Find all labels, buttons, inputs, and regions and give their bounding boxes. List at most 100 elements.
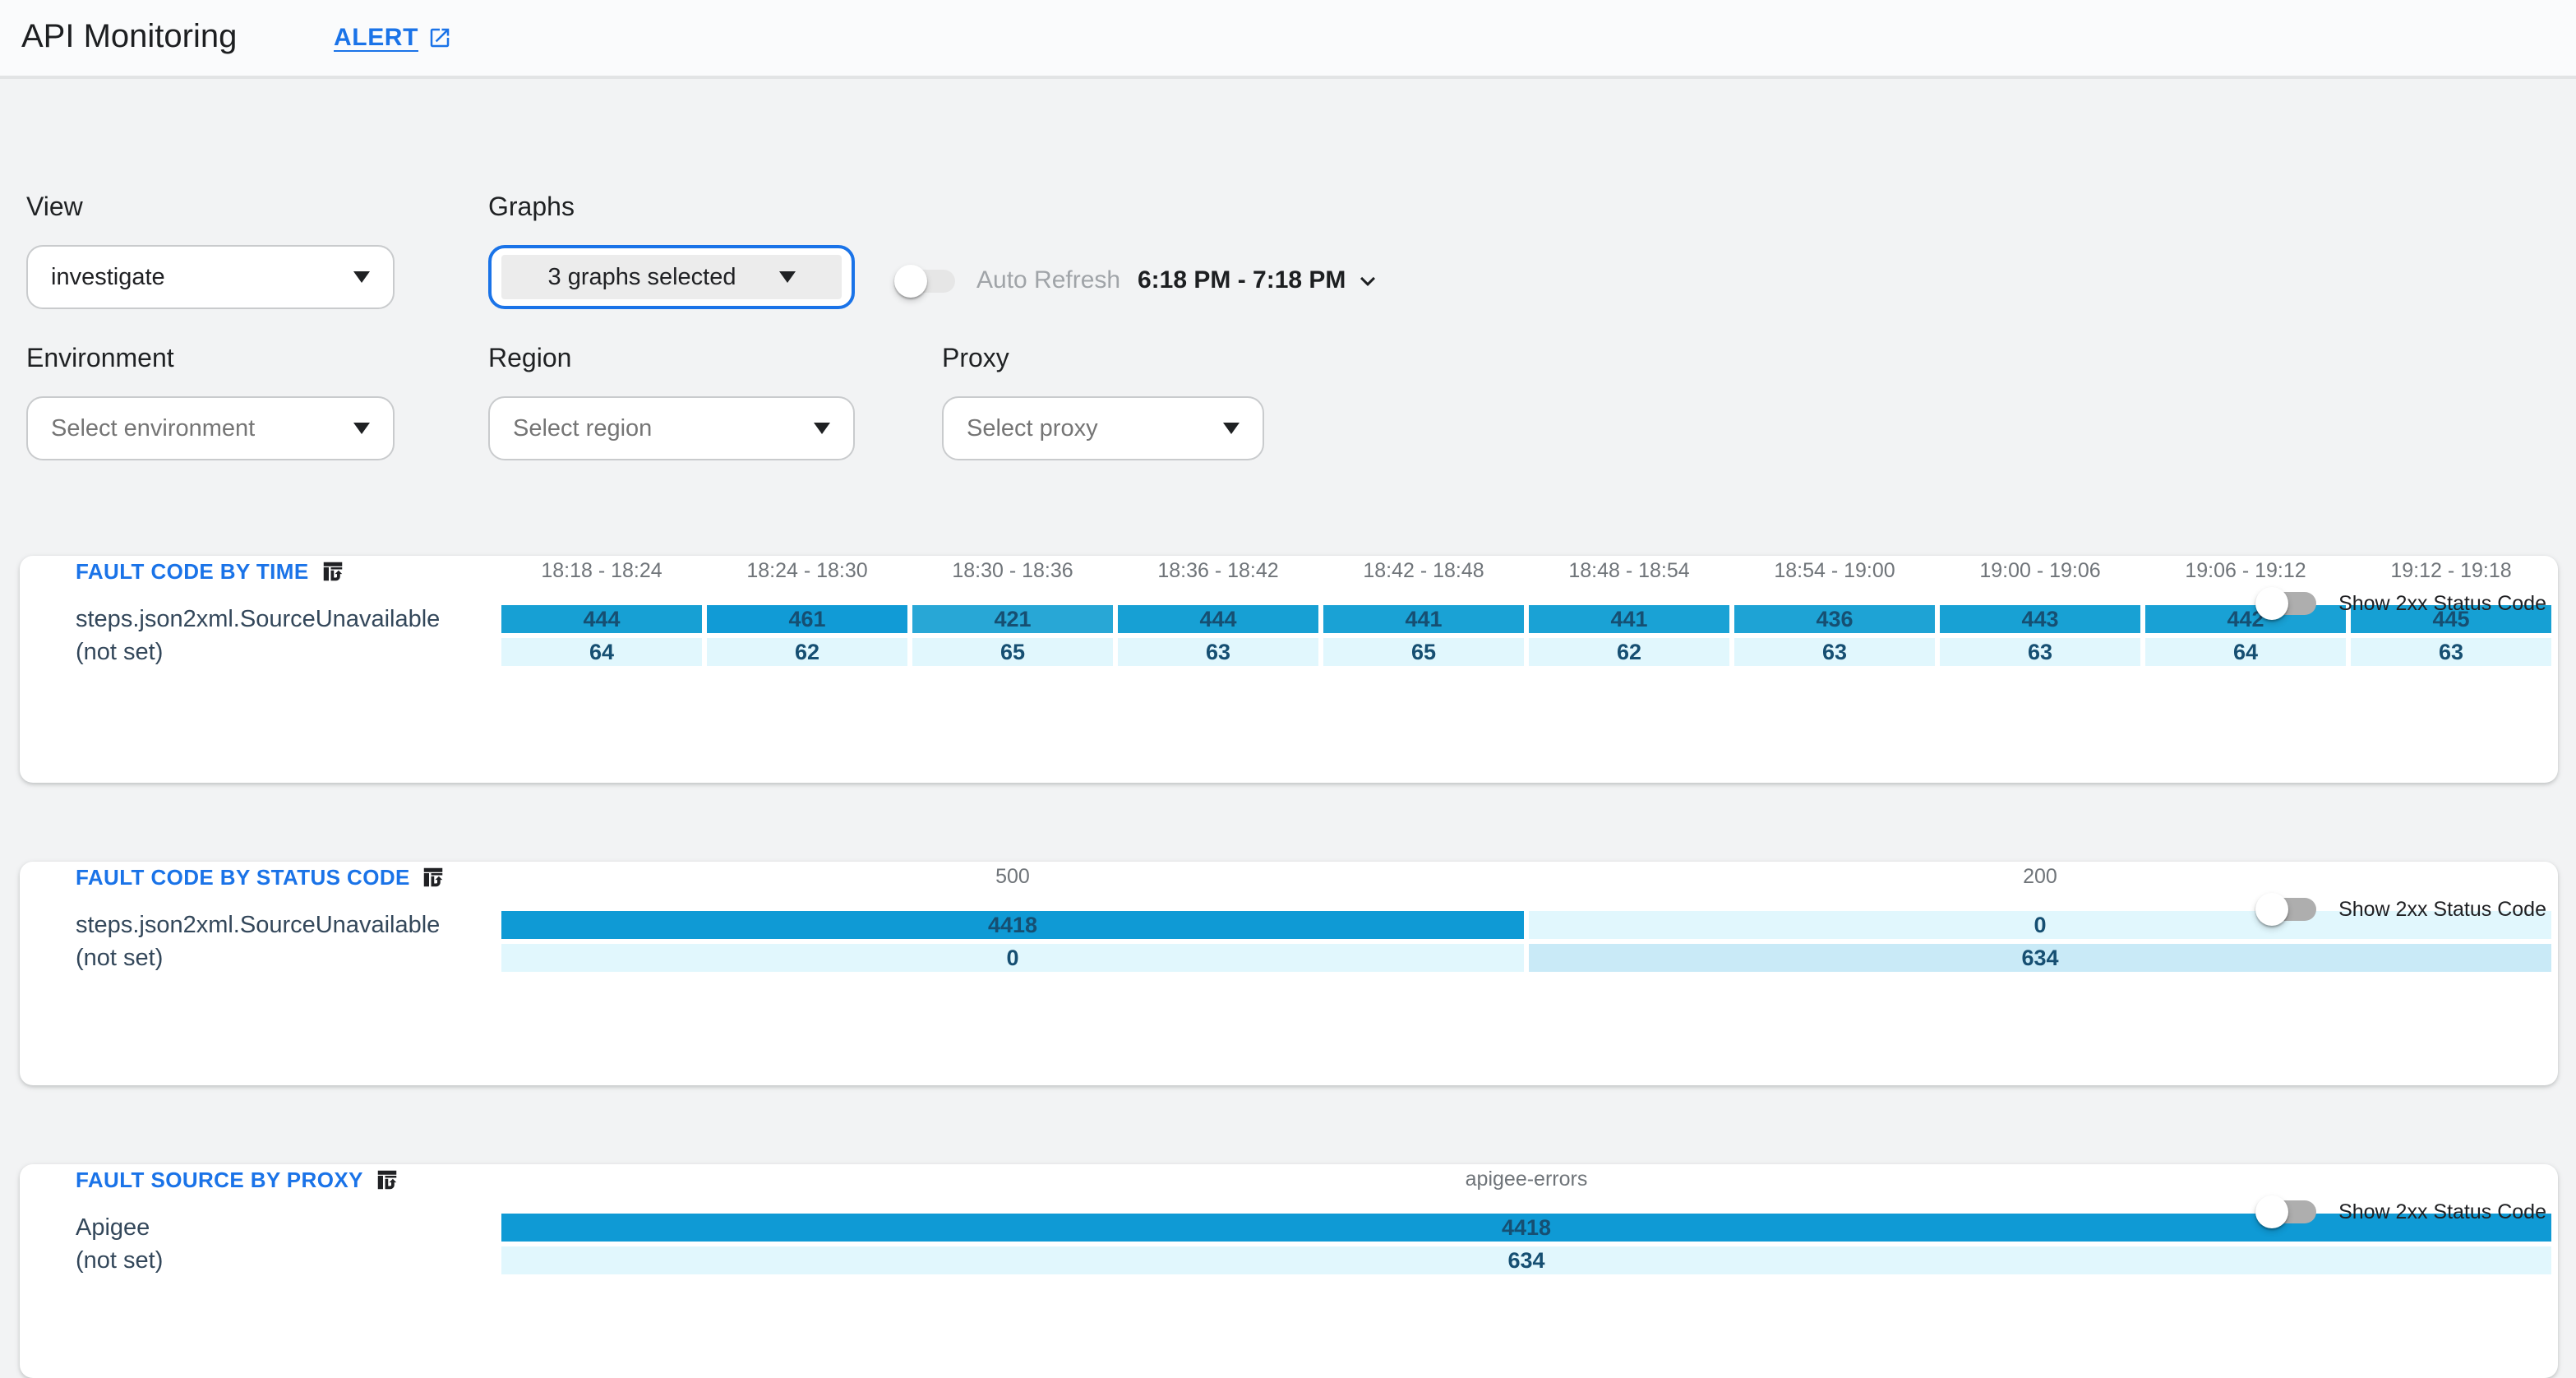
chart-card: Show 2xx Status Code FAULT CODE BY STATUS… [20,862,2558,1085]
chevron-down-icon [1352,266,1382,295]
heatmap-cell[interactable]: 63 [2351,638,2551,666]
heatmap-cell[interactable]: 62 [1529,638,1729,666]
heatmap-cell[interactable]: 444 [501,605,702,633]
pivot-table-icon [422,864,446,889]
column-header: 500 [995,865,1030,888]
heatmap-cell[interactable]: 63 [1940,638,2140,666]
heatmap-cell[interactable]: 444 [1118,605,1318,633]
heatmap-cell[interactable]: 63 [1118,638,1318,666]
toggle-switch-track[interactable] [2255,893,2316,926]
heatmap-grid: FAULT CODE BY TIME 18:18 - 18:24 18:24 - 1… [20,556,2551,666]
heatmap-cell[interactable]: 64 [501,638,702,666]
region-select-placeholder: Select region [513,415,653,442]
row-label: Apigee [76,1214,150,1241]
toggle-switch-track[interactable] [2255,1195,2316,1228]
heatmap-cell[interactable]: 4418 [501,1214,2551,1242]
card-title-text: FAULT SOURCE BY PROXY [76,1167,363,1191]
row-label: (not set) [76,945,164,971]
proxy-label: Proxy [942,345,1009,373]
dropdown-caret-icon [814,423,830,434]
card-title-cell: FAULT SOURCE BY PROXY [20,1164,496,1209]
heatmap-cell[interactable]: 634 [501,1246,2551,1274]
pivot-table-icon [321,558,345,583]
view-field: View investigate [26,194,395,309]
show-2xx-toggle[interactable]: Show 2xx Status Code [2255,587,2546,620]
column-header: 19:12 - 19:18 [2390,559,2512,582]
graphs-select[interactable]: 3 graphs selected [488,245,855,309]
card-title-cell: FAULT CODE BY STATUS CODE [20,862,496,906]
heatmap-cell[interactable]: 63 [1734,638,1935,666]
column-header: 18:30 - 18:36 [952,559,1073,582]
graphs-select-value: 3 graphs selected [547,264,736,290]
column-header: 18:48 - 18:54 [1568,559,1690,582]
proxy-select[interactable]: Select proxy [942,396,1264,460]
chart-card: Show 2xx Status Code FAULT CODE BY TIME 18… [20,556,2558,783]
heatmap-cell[interactable]: 62 [707,638,907,666]
card-title-link[interactable]: FAULT CODE BY STATUS CODE [76,862,446,891]
column-header: 19:06 - 19:12 [2185,559,2306,582]
heatmap-cell[interactable]: 441 [1323,605,1524,633]
heatmap-cell[interactable]: 421 [912,605,1113,633]
cards-container: Show 2xx Status Code FAULT CODE BY TIME 18… [0,556,2576,1378]
heatmap-cell[interactable]: 441 [1529,605,1729,633]
toggle-knob [894,264,927,297]
column-header: 18:36 - 18:42 [1157,559,1279,582]
heatmap-cell[interactable]: 0 [501,944,1524,972]
heatmap-cell[interactable]: 0 [1529,911,2551,939]
show-2xx-label: Show 2xx Status Code [2338,1200,2546,1223]
view-label: View [26,194,83,222]
proxy-select-placeholder: Select proxy [967,415,1098,442]
heatmap-cell[interactable]: 443 [1940,605,2140,633]
card-title-text: FAULT CODE BY STATUS CODE [76,864,410,889]
proxy-field: Proxy Select proxy [942,345,1264,460]
auto-refresh-label: Auto Refresh [976,266,1121,294]
dropdown-caret-icon [1223,423,1240,434]
show-2xx-toggle[interactable]: Show 2xx Status Code [2255,893,2546,926]
graphs-field: Graphs 3 graphs selected [488,194,855,309]
filters-section: View investigate Graphs 3 graphs selecte… [0,79,2576,477]
heatmap-cell[interactable]: 634 [1529,944,2551,972]
row-label: steps.json2xml.SourceUnavailable [76,912,441,938]
pivot-table-icon [375,1167,399,1191]
card-title-link[interactable]: FAULT CODE BY TIME [76,556,345,585]
toggle-switch-track[interactable] [2255,587,2316,620]
heatmap-cell[interactable]: 436 [1734,605,1935,633]
heatmap-cell[interactable]: 4418 [501,911,1524,939]
toggle-knob [2255,587,2288,620]
environment-label: Environment [26,345,174,373]
column-header: 18:18 - 18:24 [541,559,662,582]
view-select[interactable]: investigate [26,245,395,309]
heatmap-cell[interactable]: 64 [2145,638,2346,666]
toggle-knob [2255,1195,2288,1228]
row-label: steps.json2xml.SourceUnavailable [76,606,441,632]
heatmap-cell[interactable]: 445 [2351,605,2551,633]
dropdown-caret-icon [353,271,370,283]
auto-refresh-toggle[interactable] [894,264,955,297]
environment-field: Environment Select environment [26,345,395,460]
time-range-picker[interactable]: 6:18 PM - 7:18 PM [1138,248,1382,312]
alert-link[interactable]: ALERT [334,24,451,52]
card-title-cell: FAULT CODE BY TIME [20,556,496,600]
alert-link-label[interactable]: ALERT [334,24,418,52]
show-2xx-label: Show 2xx Status Code [2338,898,2546,921]
row-label: (not set) [76,1247,164,1274]
top-bar: API Monitoring ALERT [0,0,2576,79]
dropdown-caret-icon [353,423,370,434]
heatmap-cell[interactable]: 65 [1323,638,1524,666]
region-field: Region Select region [488,345,855,460]
heatmap-grid: FAULT SOURCE BY PROXY apigee-errors Apigee… [20,1164,2551,1274]
heatmap-cell[interactable]: 461 [707,605,907,633]
region-label: Region [488,345,572,373]
row-label: (not set) [76,639,164,665]
card-title-link[interactable]: FAULT SOURCE BY PROXY [76,1164,399,1194]
region-select[interactable]: Select region [488,396,855,460]
graphs-select-chip[interactable]: 3 graphs selected [501,255,842,299]
heatmap-cell[interactable]: 65 [912,638,1113,666]
column-header: apigee-errors [1465,1168,1588,1191]
auto-refresh-control: Auto Refresh [894,248,1121,312]
time-range-value: 6:18 PM - 7:18 PM [1138,266,1346,294]
show-2xx-toggle[interactable]: Show 2xx Status Code [2255,1195,2546,1228]
environment-select[interactable]: Select environment [26,396,395,460]
column-header: 18:42 - 18:48 [1363,559,1484,582]
